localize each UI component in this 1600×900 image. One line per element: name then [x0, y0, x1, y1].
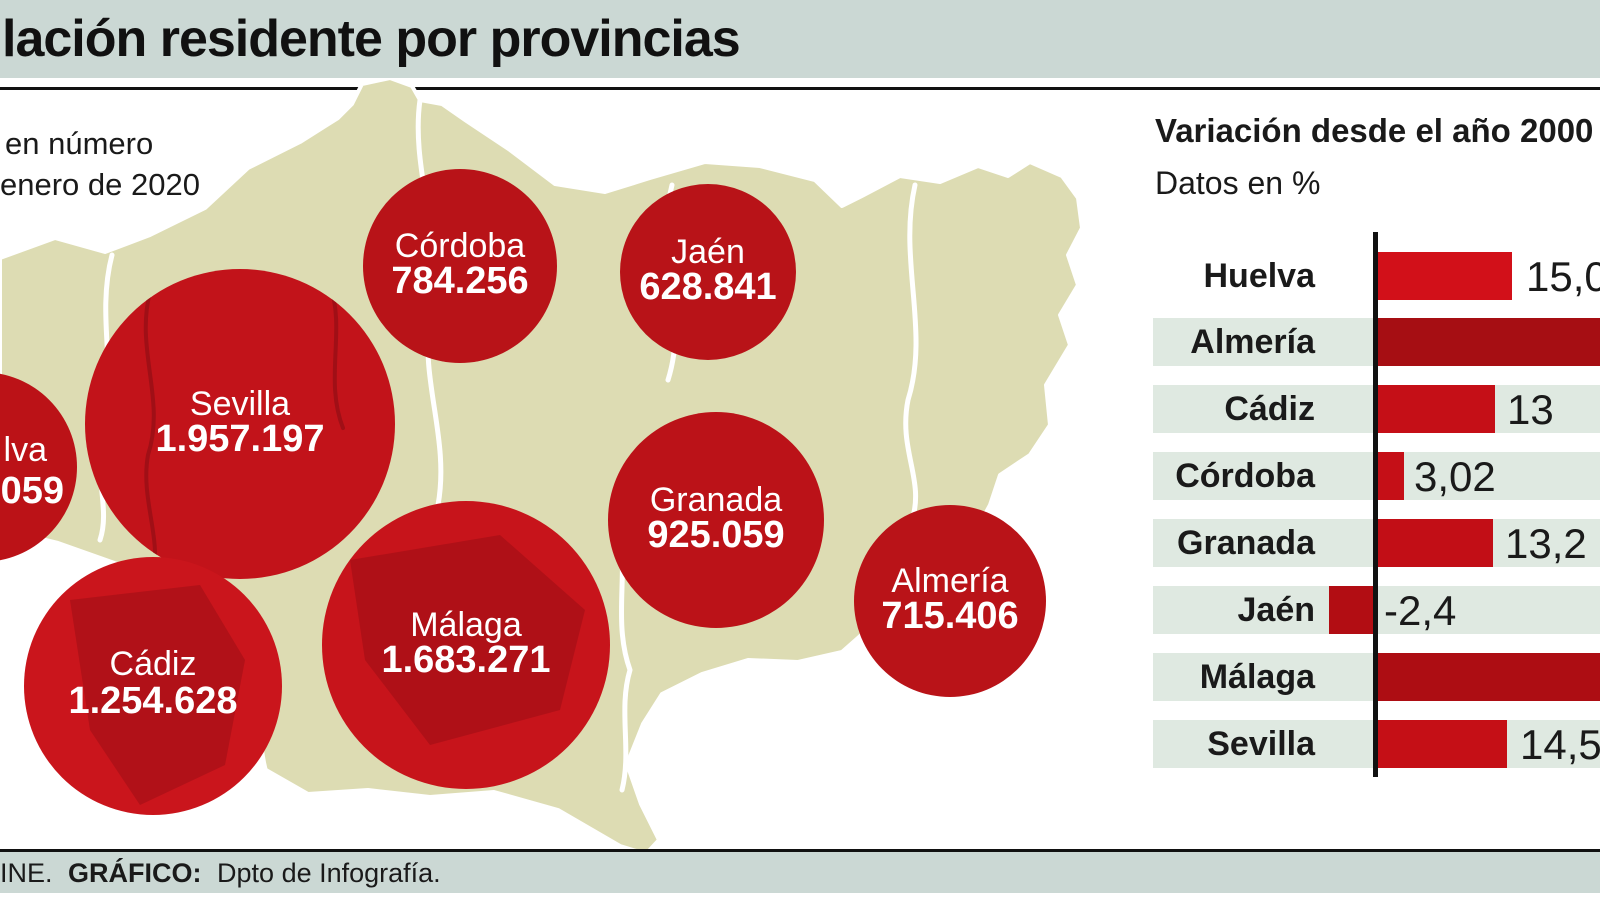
row-label: Jaén	[1237, 591, 1316, 629]
red-border-squiggle	[143, 290, 157, 579]
row-value: 13	[1507, 386, 1554, 433]
bar-row-granada: Granada 13,2	[0, 519, 1600, 567]
bubble-circle-jaen	[620, 184, 796, 360]
bubble-label-almeria: Almería	[891, 562, 1008, 600]
bubble-value-sevilla: 1.957.197	[155, 418, 324, 460]
bubble-label-jaen: Jaén	[671, 233, 745, 271]
bubble-value-cordoba: 784.256	[391, 260, 528, 302]
bubble-granada: Granada 925.059	[608, 412, 824, 628]
zero-axis-line	[1373, 232, 1378, 777]
red-border-squiggle	[328, 283, 345, 430]
row-bar	[1378, 385, 1495, 433]
bubble-value-jaen: 628.841	[639, 266, 776, 308]
bubble-jaen: Jaén 628.841	[620, 184, 796, 360]
row-value: 13,2	[1505, 520, 1587, 567]
bubble-circle-cordoba	[363, 169, 557, 363]
bubble-huelva: lva 059	[0, 373, 77, 561]
map-note-line1: en número	[5, 126, 154, 161]
dark-province-patch	[350, 535, 585, 745]
bubble-sevilla: Sevilla 1.957.197	[85, 269, 395, 579]
bubble-circle-malaga	[322, 501, 610, 789]
dark-province-patch	[70, 585, 245, 805]
bubble-circle-almeria	[854, 505, 1046, 697]
row-value: 14,5	[1520, 721, 1600, 768]
bubble-circle-granada	[608, 412, 824, 628]
row-value: 3,02	[1414, 453, 1496, 500]
source-name: INE.	[0, 858, 53, 888]
bubble-circle-huelva	[0, 373, 77, 561]
variation-chart-title: Variación desde el año 2000	[1155, 112, 1594, 149]
row-bar	[1378, 519, 1493, 567]
bubble-malaga: Málaga 1.683.271	[322, 501, 610, 789]
bubble-cordoba: Córdoba 784.256	[363, 169, 557, 363]
credit-label: GRÁFICO:	[68, 858, 202, 888]
row-label: Almería	[1190, 323, 1315, 361]
top-divider-line	[0, 87, 1600, 90]
bar-row-huelva: Huelva 15,08	[0, 252, 1600, 300]
row-bar	[1378, 653, 1600, 701]
bubble-label-granada: Granada	[650, 481, 782, 519]
row-label: Huelva	[1203, 257, 1316, 295]
bubble-label-cadiz: Cádiz	[110, 645, 197, 683]
bar-row-cordoba: Córdoba 3,02	[0, 452, 1600, 500]
row-bar	[1378, 252, 1512, 300]
variation-chart-subtitle: Datos en %	[1155, 165, 1321, 201]
bubble-value-huelva: 059	[1, 470, 64, 512]
bubble-value-cadiz: 1.254.628	[68, 680, 237, 722]
row-value: 15,08	[1526, 253, 1600, 300]
bubble-cadiz: Cádiz 1.254.628	[24, 557, 282, 815]
bar-row-almeria: Almería	[0, 318, 1600, 366]
bubble-value-almeria: 715.406	[881, 595, 1018, 637]
source-text: INE. GRÁFICO: Dpto de Infografía.	[0, 857, 441, 889]
bubble-label-huelva: lva	[4, 431, 48, 469]
bar-row-cadiz: Cádiz 13	[0, 385, 1600, 433]
bubble-circle-cadiz	[24, 557, 282, 815]
row-label: Sevilla	[1207, 725, 1315, 763]
bar-row-malaga: Málaga	[0, 653, 1600, 701]
map-note-line2: enero de 2020	[0, 167, 200, 202]
bubble-value-malaga: 1.683.271	[381, 639, 550, 681]
bubble-circle-sevilla	[85, 269, 395, 579]
bubble-value-granada: 925.059	[647, 514, 784, 556]
bar-row-sevilla: Sevilla 14,5	[0, 720, 1600, 768]
credit-text: Dpto de Infografía.	[217, 858, 441, 888]
row-bar-negative	[1329, 586, 1373, 634]
row-bar	[1378, 318, 1600, 366]
row-value: -2,4	[1384, 587, 1457, 634]
page-title: lación residente por provincias	[2, 10, 741, 68]
bubble-almeria: Almería 715.406	[854, 505, 1046, 697]
bubble-label-malaga: Málaga	[410, 606, 522, 644]
row-label: Córdoba	[1175, 457, 1315, 495]
row-label: Cádiz	[1224, 390, 1315, 428]
title-bar: lación residente por provincias	[0, 0, 1600, 78]
row-bar	[1378, 720, 1507, 768]
bar-row-jaen: Jaén -2,4	[0, 586, 1600, 634]
row-bar	[1378, 452, 1404, 500]
source-footer: INE. GRÁFICO: Dpto de Infografía.	[0, 849, 1600, 893]
province-border-jaen-granada	[903, 182, 919, 523]
bubble-label-sevilla: Sevilla	[190, 385, 290, 423]
row-label: Granada	[1177, 524, 1315, 562]
bubble-label-cordoba: Córdoba	[395, 227, 526, 265]
row-label: Málaga	[1199, 658, 1315, 696]
